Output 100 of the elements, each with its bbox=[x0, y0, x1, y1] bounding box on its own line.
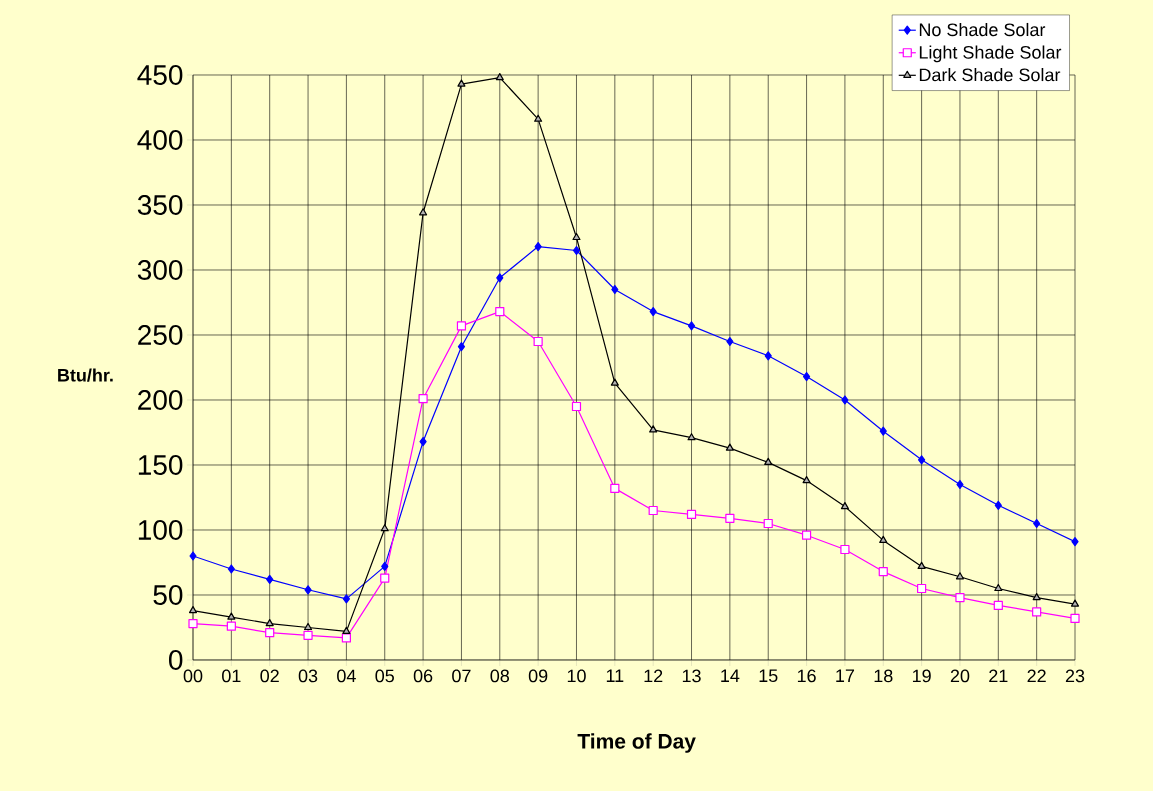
point bbox=[610, 483, 620, 493]
point bbox=[188, 618, 198, 629]
point bbox=[879, 535, 888, 543]
point bbox=[1070, 613, 1080, 623]
legend-label: Dark Shade Solar bbox=[919, 68, 1061, 82]
x-tick-label: 08 bbox=[490, 669, 510, 683]
x-tick-label: 22 bbox=[1027, 669, 1046, 683]
x-tick-label: 17 bbox=[836, 669, 855, 682]
point bbox=[266, 574, 274, 584]
point bbox=[726, 336, 734, 347]
point bbox=[342, 626, 351, 634]
point bbox=[534, 114, 543, 122]
point bbox=[1070, 599, 1080, 607]
point bbox=[687, 433, 696, 441]
point bbox=[1032, 607, 1042, 617]
point bbox=[648, 505, 658, 516]
x-tick-label: 01 bbox=[222, 669, 241, 683]
point bbox=[955, 572, 965, 580]
y-tick-label: 450 bbox=[137, 65, 183, 85]
point bbox=[917, 583, 927, 594]
x-tick-label: 23 bbox=[1065, 669, 1085, 683]
point bbox=[841, 395, 849, 405]
y-tick-label: 0 bbox=[169, 650, 183, 670]
x-tick-label: 07 bbox=[452, 669, 471, 683]
y-tick-label: 350 bbox=[137, 195, 183, 215]
x-tick-label: 20 bbox=[950, 669, 970, 683]
x-tick-label: 06 bbox=[413, 669, 433, 683]
point bbox=[496, 273, 504, 283]
point bbox=[303, 630, 313, 640]
point bbox=[419, 208, 428, 216]
x-tick-label: 13 bbox=[682, 669, 701, 683]
x-axis-title: Time of Day bbox=[577, 733, 696, 753]
point bbox=[725, 513, 735, 523]
point bbox=[764, 351, 772, 361]
point bbox=[534, 241, 542, 252]
point bbox=[571, 401, 582, 412]
y-tick-label: 400 bbox=[137, 130, 183, 150]
point bbox=[418, 394, 428, 404]
point bbox=[802, 475, 811, 484]
point bbox=[380, 573, 390, 583]
x-tick-label: 09 bbox=[528, 669, 548, 683]
point bbox=[610, 378, 619, 386]
point bbox=[226, 621, 236, 631]
point bbox=[572, 232, 581, 241]
x-tick-label: 16 bbox=[797, 669, 816, 683]
point bbox=[533, 336, 543, 347]
x-tick-label: 10 bbox=[567, 669, 586, 683]
point bbox=[686, 509, 697, 519]
x-tick-label: 04 bbox=[337, 669, 356, 683]
y-tick-label: 150 bbox=[138, 455, 183, 475]
point bbox=[189, 551, 197, 561]
point bbox=[456, 321, 467, 331]
point bbox=[1071, 537, 1079, 547]
point bbox=[419, 436, 427, 447]
point bbox=[918, 455, 926, 465]
point bbox=[495, 72, 504, 81]
point bbox=[956, 479, 964, 490]
x-tick-label: 02 bbox=[260, 669, 279, 683]
point bbox=[1033, 518, 1041, 529]
point bbox=[649, 425, 658, 433]
x-tick-label: 05 bbox=[375, 669, 394, 683]
y-axis-title: Btu/hr. bbox=[58, 368, 113, 382]
point bbox=[611, 284, 619, 295]
point bbox=[304, 585, 312, 595]
point bbox=[342, 594, 350, 604]
x-tick-label: 12 bbox=[644, 669, 663, 683]
point bbox=[763, 518, 773, 529]
point bbox=[380, 524, 389, 532]
point bbox=[303, 622, 313, 631]
y-tick-label: 300 bbox=[137, 260, 183, 280]
point bbox=[265, 628, 275, 638]
point bbox=[572, 245, 581, 256]
x-tick-label: 03 bbox=[298, 669, 318, 683]
x-tick-label: 15 bbox=[759, 669, 778, 683]
y-tick-label: 200 bbox=[138, 390, 183, 410]
point bbox=[878, 566, 888, 577]
point bbox=[879, 426, 887, 436]
x-tick-label: 19 bbox=[912, 669, 931, 683]
point bbox=[495, 306, 505, 317]
point bbox=[955, 592, 965, 603]
legend-label: Light Shade Solar bbox=[919, 45, 1062, 63]
point bbox=[764, 457, 773, 465]
point bbox=[993, 600, 1003, 610]
point bbox=[687, 321, 696, 331]
point bbox=[381, 561, 389, 571]
y-tick-label: 250 bbox=[138, 325, 183, 345]
point bbox=[994, 583, 1003, 592]
point bbox=[994, 500, 1002, 510]
y-tick-label: 50 bbox=[153, 585, 183, 605]
legend-label: No Shade Solar bbox=[919, 22, 1046, 37]
point bbox=[227, 564, 235, 574]
point bbox=[725, 443, 734, 451]
point bbox=[649, 306, 657, 317]
x-tick-label: 00 bbox=[183, 669, 203, 683]
point bbox=[801, 530, 812, 540]
point bbox=[227, 612, 236, 620]
point bbox=[802, 371, 811, 382]
x-tick-label: 11 bbox=[606, 669, 624, 682]
point bbox=[457, 79, 466, 87]
point bbox=[917, 561, 926, 569]
